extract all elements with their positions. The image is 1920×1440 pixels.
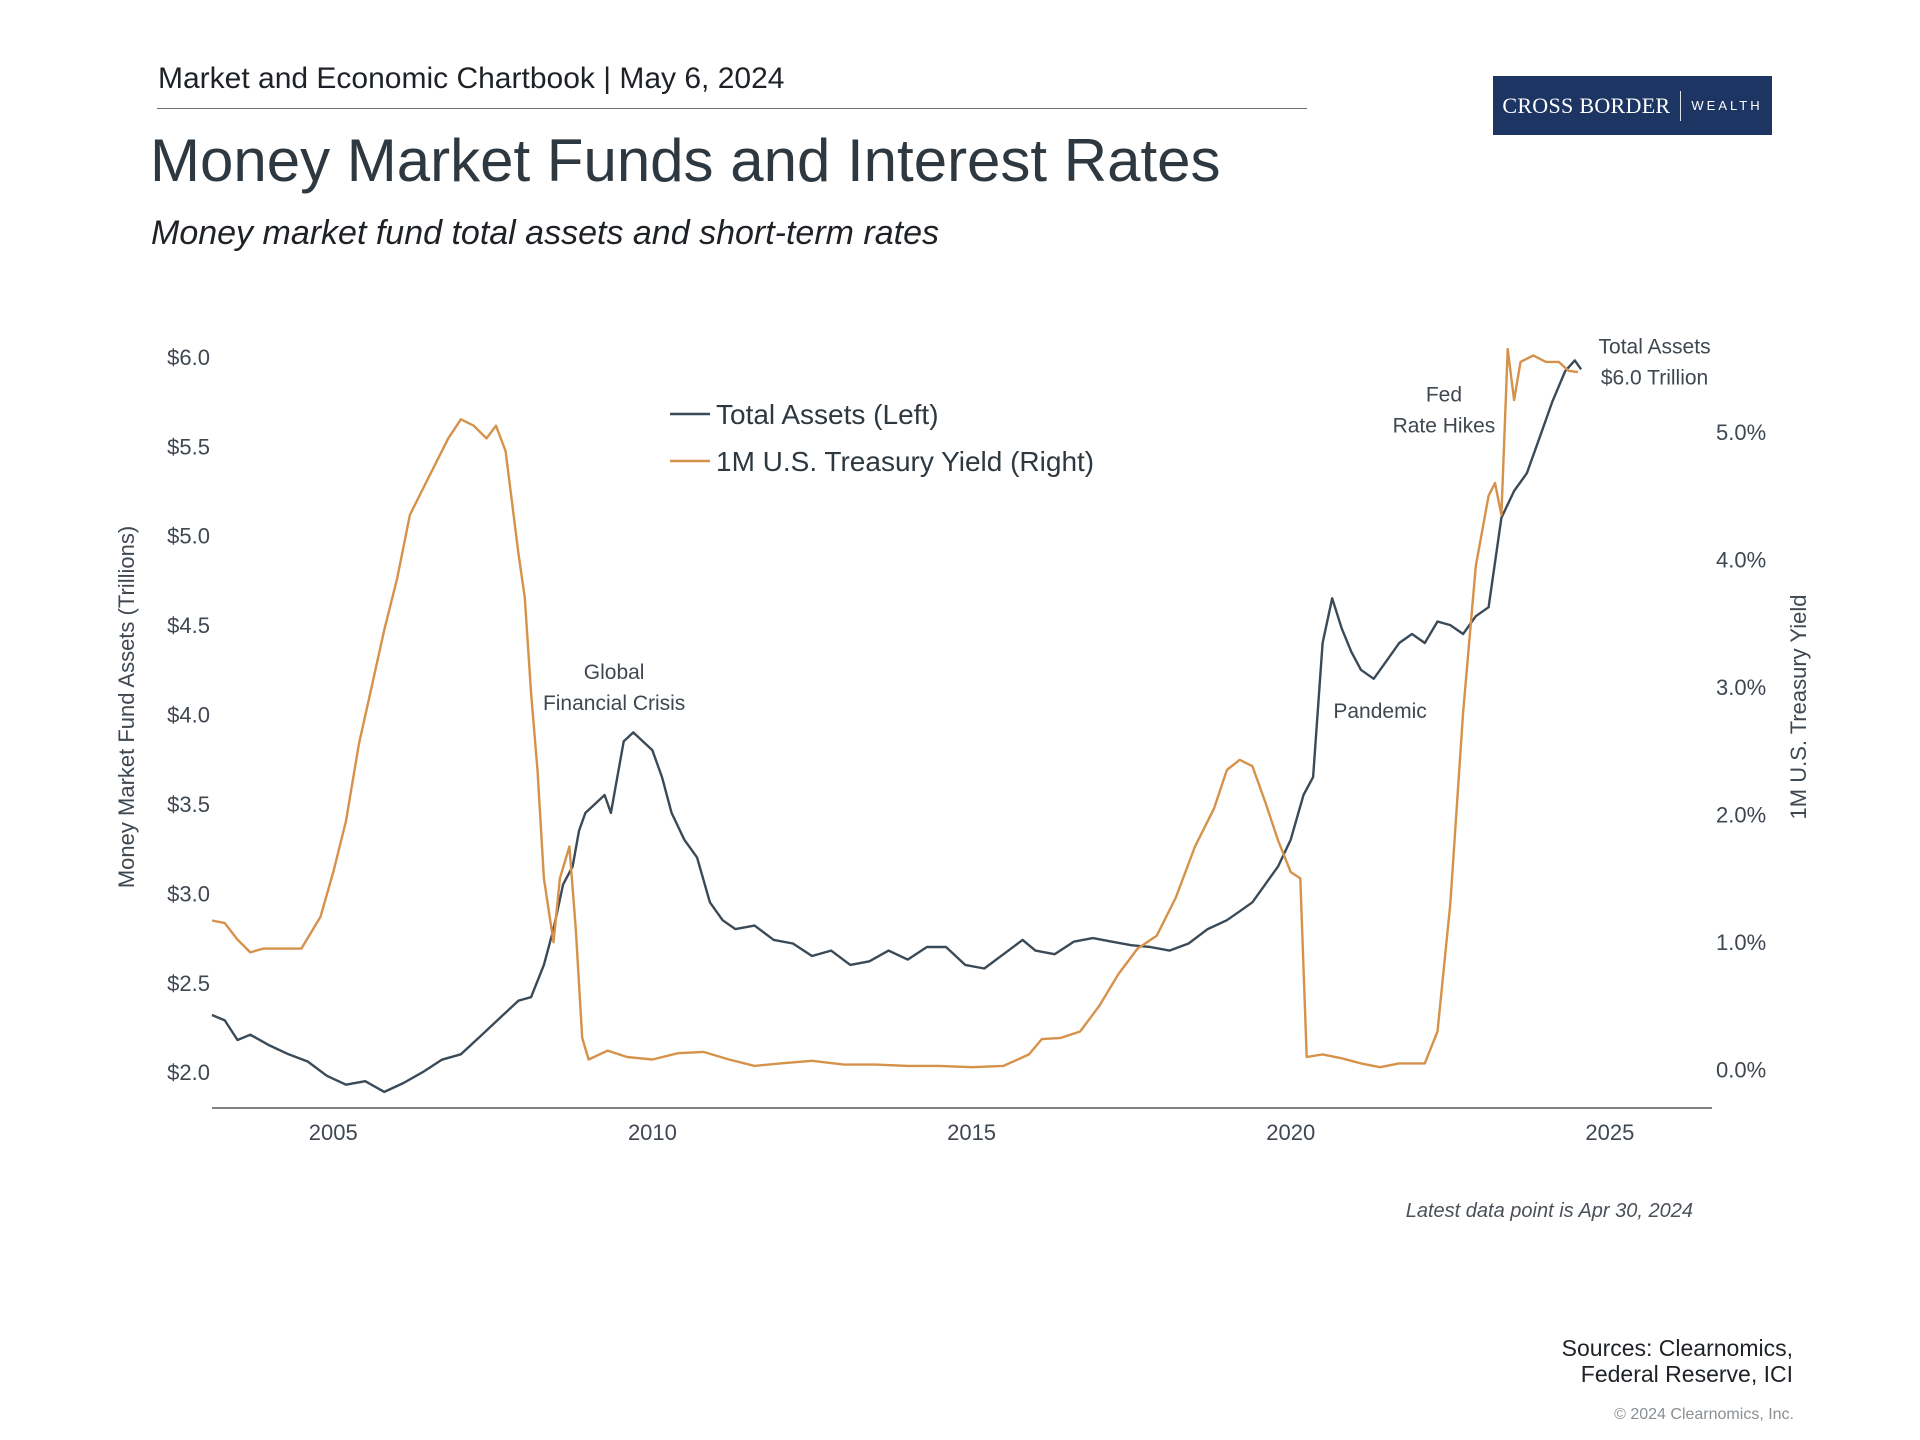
logo-separator — [1680, 90, 1682, 121]
header-divider — [157, 108, 1307, 109]
series-line-treasury-yield — [211, 347, 1579, 1069]
latest-data-note: Latest data point is Apr 30, 2024 — [1405, 1200, 1693, 1222]
annotation-total: Total Assets — [1599, 335, 1711, 358]
brand-logo: CROSS BORDER WEALTH — [1493, 76, 1772, 135]
page-title: Money Market Funds and Interest Rates — [150, 127, 1221, 194]
left-tick-label: $5.5 — [167, 434, 210, 459]
x-tick-label: 2025 — [1585, 1120, 1634, 1145]
x-tick-label: 2015 — [947, 1120, 996, 1145]
copyright-note: © 2024 Clearnomics, Inc. — [1614, 1406, 1794, 1423]
left-tick-label: $3.5 — [167, 792, 210, 817]
left-tick-label: $5.0 — [167, 524, 210, 549]
right-tick-label: 4.0% — [1716, 548, 1766, 573]
legend-label: Total Assets (Left) — [716, 399, 939, 430]
x-tick-label: 2020 — [1266, 1120, 1315, 1145]
left-tick-label: $2.5 — [167, 971, 210, 996]
right-axis-title: 1M U.S. Treasury Yield — [1786, 595, 1811, 820]
left-tick-label: $4.0 — [167, 703, 210, 728]
right-tick-label: 0.0% — [1716, 1058, 1766, 1083]
left-tick-label: $3.0 — [167, 881, 210, 906]
right-tick-label: 3.0% — [1716, 675, 1766, 700]
page-subtitle: Money market fund total assets and short… — [151, 214, 940, 252]
x-tick-label: 2005 — [309, 1120, 358, 1145]
right-tick-label: 2.0% — [1716, 803, 1766, 828]
x-tick-label: 2010 — [628, 1120, 677, 1145]
sources-line-1: Sources: Clearnomics, — [1561, 1335, 1793, 1361]
logo-main-text: CROSS BORDER — [1502, 92, 1671, 118]
left-tick-label: $2.0 — [167, 1060, 210, 1085]
right-tick-label: 1.0% — [1716, 930, 1766, 955]
annotation-total: $6.0 Trillion — [1601, 366, 1708, 389]
annotation-gfc: Global — [584, 661, 645, 684]
chartbook-header: Market and Economic Chartbook | May 6, 2… — [158, 62, 785, 95]
sources-note: Sources: Clearnomics, Federal Reserve, I… — [1562, 1335, 1793, 1388]
annotation-gfc: Financial Crisis — [543, 692, 685, 715]
annotation-pandemic: Pandemic — [1333, 700, 1426, 723]
sources-line-2: Federal Reserve, ICI — [1580, 1361, 1793, 1388]
legend-label: 1M U.S. Treasury Yield (Right) — [716, 446, 1094, 477]
annotation-fed: Fed — [1426, 384, 1462, 407]
logo-sub-text: WEALTH — [1691, 98, 1763, 113]
left-tick-label: $4.5 — [167, 613, 210, 638]
right-tick-label: 5.0% — [1716, 420, 1766, 445]
annotation-fed: Rate Hikes — [1393, 415, 1496, 438]
left-axis-title: Money Market Fund Assets (Trillions) — [114, 526, 139, 888]
series-line-total-assets — [211, 359, 1583, 1094]
left-tick-label: $6.0 — [167, 345, 210, 370]
